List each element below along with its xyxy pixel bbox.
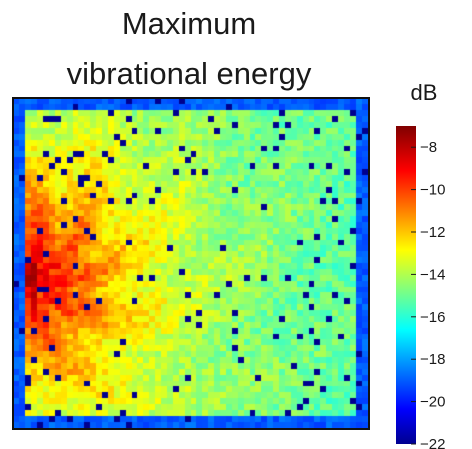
colorbar-tick-label: −20 xyxy=(420,394,445,411)
colorbar-tick-label: −16 xyxy=(420,309,445,326)
heatmap-plot xyxy=(12,97,370,430)
colorbar-tick-label: −12 xyxy=(420,224,445,241)
chart-title-line-1: Maximum xyxy=(121,6,257,41)
colorbar-tick-label: −8 xyxy=(420,139,437,156)
colorbar-tick-label: −10 xyxy=(420,182,445,199)
colorbar-unit: dB xyxy=(411,80,438,105)
colorbar-tick-label: −18 xyxy=(420,351,445,368)
colorbar: dB −8 −10 −12 −14 −16 −18 −20 −22 xyxy=(396,80,445,449)
colorbar-gradient xyxy=(396,126,416,444)
colorbar-tick-label: −14 xyxy=(420,266,445,283)
chart-title-line-2: vibrational energy xyxy=(66,56,312,91)
colorbar-tick-label: −22 xyxy=(420,436,445,449)
